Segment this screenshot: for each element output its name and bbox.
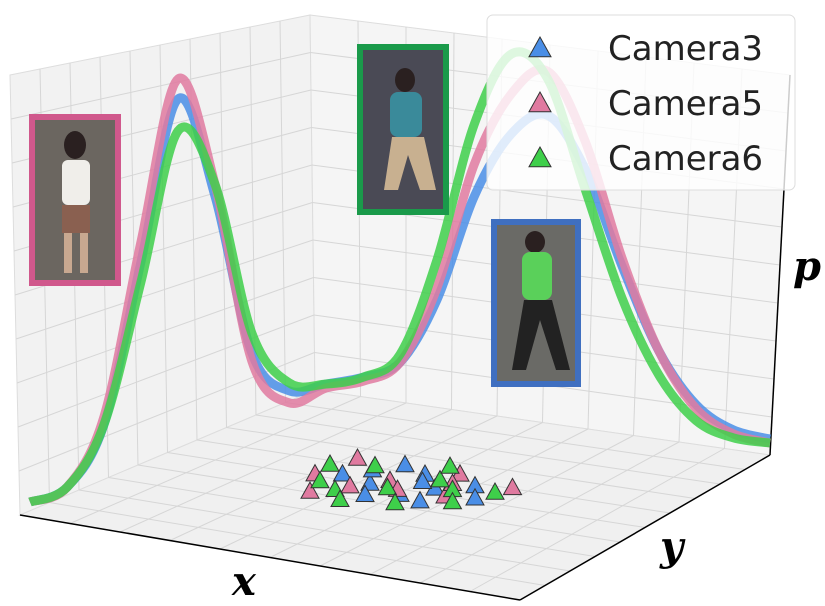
photo xyxy=(494,222,578,384)
legend-label: Camera3 xyxy=(608,29,763,69)
photo xyxy=(32,117,118,283)
photo xyxy=(360,47,446,212)
legend-label: Camera6 xyxy=(608,139,763,179)
legend-label: Camera5 xyxy=(608,84,763,124)
x-axis-label: x xyxy=(231,558,257,605)
y-axis-label: y xyxy=(659,523,686,570)
z-axis-label: p xyxy=(793,243,821,290)
chart: Camera3 Camera5 Camera6 x y p xyxy=(0,0,825,606)
